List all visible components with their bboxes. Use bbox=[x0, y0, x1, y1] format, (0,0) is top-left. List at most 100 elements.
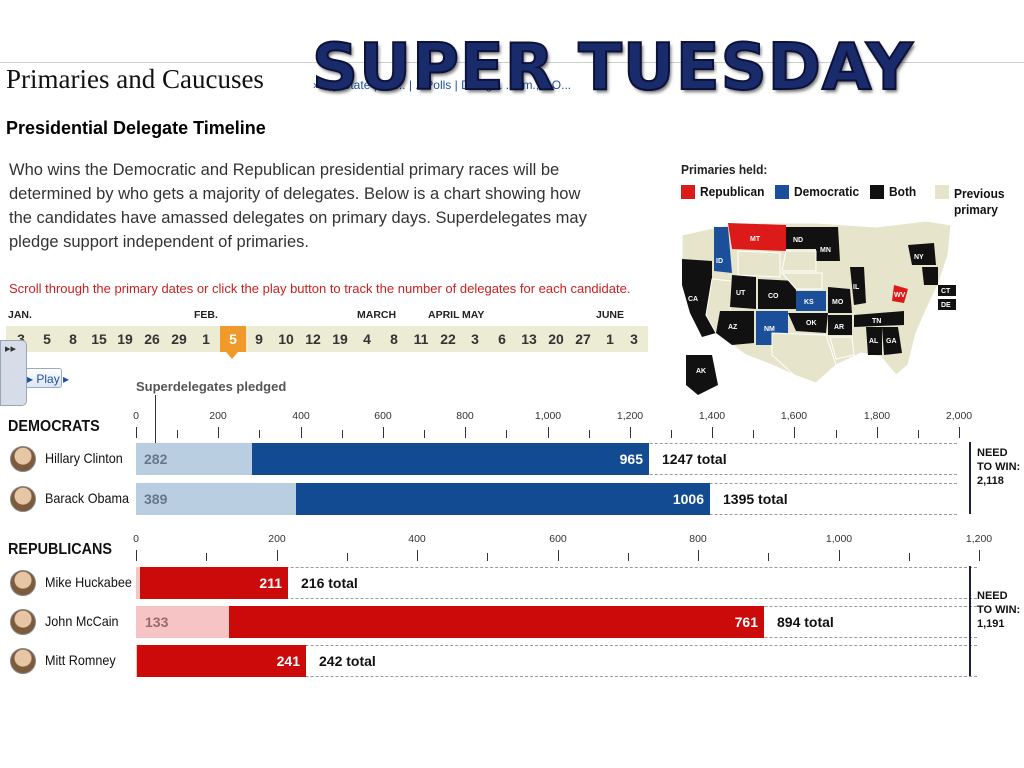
map-state-ga bbox=[882, 327, 902, 355]
date-cell[interactable]: 9 bbox=[255, 331, 263, 347]
top-nav-links[interactable]: » ...y State | Da... | ...Polls | Deleg.… bbox=[313, 78, 572, 92]
legend-swatch-republican bbox=[681, 185, 695, 199]
axis-minor-tick bbox=[753, 430, 754, 438]
axis-tick-label: 600 bbox=[549, 533, 567, 545]
map-state-co bbox=[758, 279, 796, 309]
legend-swatch-previous bbox=[935, 185, 949, 199]
axis-minor-tick bbox=[342, 430, 343, 438]
date-cell[interactable]: 8 bbox=[390, 331, 398, 347]
democrats-title: DEMOCRATS bbox=[8, 418, 100, 435]
date-cell[interactable]: 3 bbox=[17, 331, 25, 347]
map-label-il: IL bbox=[853, 284, 860, 291]
axis-tick bbox=[548, 427, 549, 438]
map-label-ga: GA bbox=[886, 338, 897, 345]
date-cell[interactable]: 3 bbox=[630, 331, 638, 347]
candidate-name: John McCain bbox=[45, 613, 119, 629]
map-label-ks: KS bbox=[804, 299, 814, 306]
axis-minor-tick bbox=[836, 430, 837, 438]
date-cell[interactable]: 11 bbox=[413, 331, 429, 347]
map-state-sd bbox=[781, 250, 817, 272]
map-state-wa-or-ca bbox=[682, 259, 716, 337]
axis-tick-label: 400 bbox=[408, 533, 426, 545]
map-state-ne bbox=[780, 272, 823, 290]
date-cell[interactable]: 3 bbox=[471, 331, 479, 347]
pledged-delegates-bar: 1006 bbox=[296, 483, 710, 515]
date-cell[interactable]: 10 bbox=[278, 331, 294, 347]
axis-minor-tick bbox=[177, 430, 178, 438]
date-cell[interactable]: 1 bbox=[202, 331, 210, 347]
candidate-bar-track bbox=[136, 567, 977, 599]
legend-swatch-both bbox=[870, 185, 884, 199]
month-label-june: JUNE bbox=[596, 309, 625, 321]
map-state-wv bbox=[892, 285, 908, 303]
map-label-ca: CA bbox=[688, 296, 698, 303]
date-cell[interactable]: 19 bbox=[332, 331, 348, 347]
axis-tick bbox=[417, 550, 418, 561]
legend-label-previous: Previous primary bbox=[954, 186, 1005, 217]
map-label-az: AZ bbox=[728, 324, 738, 331]
map-label-de: DE bbox=[941, 302, 951, 309]
date-cell[interactable]: 29 bbox=[171, 331, 187, 347]
axis-minor-tick bbox=[487, 553, 488, 561]
map-label-al: AL bbox=[869, 338, 879, 345]
date-cell[interactable]: 6 bbox=[498, 331, 506, 347]
page-title: Primaries and Caucuses bbox=[6, 64, 264, 94]
axis-minor-tick bbox=[506, 430, 507, 438]
axis-minor-tick bbox=[671, 430, 672, 438]
legend-label-both: Both bbox=[889, 184, 917, 199]
date-cell[interactable]: 20 bbox=[548, 331, 564, 347]
axis-minor-tick bbox=[347, 553, 348, 561]
date-cell[interactable]: 19 bbox=[117, 331, 133, 347]
date-cell[interactable]: 22 bbox=[440, 331, 456, 347]
axis-tick-label: 800 bbox=[689, 533, 707, 545]
month-label-may: MAY bbox=[462, 309, 485, 321]
map-small-state-boxes: CT DE bbox=[938, 285, 956, 310]
legend-label-democratic: Democratic bbox=[794, 184, 860, 199]
superdelegates-bar: 282 bbox=[136, 443, 252, 475]
map-state-mo bbox=[828, 287, 852, 313]
axis-tick bbox=[277, 550, 278, 561]
date-cell[interactable]: 4 bbox=[363, 331, 371, 347]
date-cell[interactable]: 8 bbox=[69, 331, 77, 347]
axis-tick bbox=[712, 427, 713, 438]
superdelegates-pointer-line bbox=[155, 395, 156, 449]
date-cell[interactable]: 5 bbox=[43, 331, 51, 347]
axis-tick bbox=[839, 550, 840, 561]
candidate-avatar bbox=[10, 570, 36, 596]
candidate-bar-track bbox=[136, 645, 977, 677]
super-tuesday-banner: SUPER TUESDAY bbox=[311, 31, 914, 105]
map-state-al bbox=[866, 327, 882, 355]
axis-minor-tick bbox=[918, 430, 919, 438]
candidate-avatar bbox=[10, 486, 36, 512]
date-cell[interactable]: 27 bbox=[575, 331, 591, 347]
us-primaries-map: MT ND MN ID UT CO KS MO IL NY CA AZ NM O… bbox=[681, 220, 956, 395]
header-rule bbox=[0, 62, 1024, 63]
republicans-axis: 0 200 400 600 800 1,000 1,200 bbox=[133, 533, 992, 563]
map-state-nd bbox=[786, 227, 816, 249]
candidate-name: Hillary Clinton bbox=[45, 450, 123, 466]
date-cell[interactable]: 13 bbox=[521, 331, 537, 347]
axis-tick-label: 1,400 bbox=[698, 410, 726, 422]
axis-tick bbox=[218, 427, 219, 438]
month-label-jan: JAN. bbox=[8, 309, 32, 321]
democrats-goal-line bbox=[969, 442, 971, 514]
map-state-id bbox=[714, 227, 732, 273]
date-cell[interactable]: 15 bbox=[91, 331, 107, 347]
total-delegates-label: 894 total bbox=[777, 614, 834, 630]
date-cell[interactable]: 1 bbox=[606, 331, 614, 347]
expand-arrows-icon: ▸▸ bbox=[5, 343, 17, 355]
pledged-delegates-bar: 241 bbox=[137, 645, 306, 677]
date-cell[interactable]: 5 bbox=[220, 326, 246, 352]
side-panel-handle[interactable]: ▸▸ bbox=[0, 340, 27, 406]
superdelegates-bar: 389 bbox=[136, 483, 296, 515]
map-state-ks bbox=[796, 291, 826, 311]
candidate-name: Mike Huckabee bbox=[45, 574, 132, 590]
total-delegates-label: 1247 total bbox=[662, 451, 727, 467]
play-button[interactable]: ▸ Play ▸ bbox=[24, 368, 69, 388]
candidate-name: Barack Obama bbox=[45, 490, 130, 506]
map-legend-heading: Primaries held: bbox=[681, 162, 768, 177]
date-cell[interactable]: 26 bbox=[144, 331, 160, 347]
date-cell[interactable]: 12 bbox=[305, 331, 321, 347]
axis-minor-tick bbox=[589, 430, 590, 438]
month-label-april: APRIL bbox=[428, 309, 460, 321]
